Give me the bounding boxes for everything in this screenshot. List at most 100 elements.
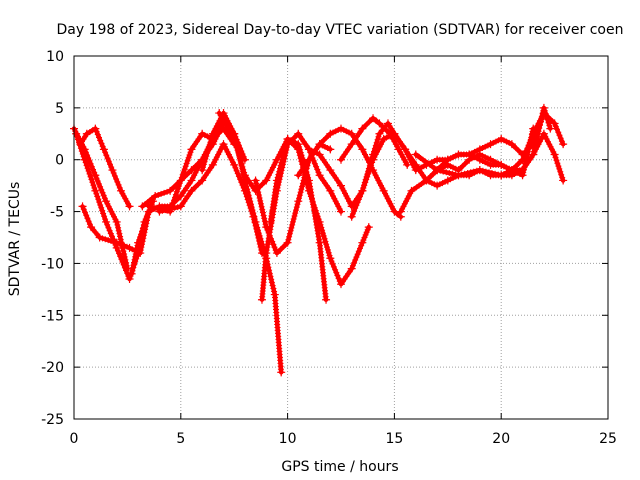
data-point (72, 129, 81, 138)
data-point (322, 295, 331, 304)
series-sat-d (78, 202, 153, 258)
data-point (315, 140, 324, 149)
data-point (76, 140, 85, 149)
data-point (304, 145, 313, 154)
chart-title: Day 198 of 2023, Sidereal Day-to-day VTE… (57, 22, 624, 38)
data-point (337, 124, 345, 133)
data-point (176, 192, 185, 201)
data-point (272, 176, 281, 185)
data-point (559, 140, 568, 149)
data-point (176, 202, 185, 211)
data-point (102, 197, 111, 206)
data-point (358, 238, 367, 247)
data-point (337, 207, 345, 216)
data-point (270, 290, 279, 299)
data-point (102, 217, 111, 226)
data-series-layer (70, 103, 568, 377)
data-point (443, 155, 452, 164)
data-point (155, 207, 164, 216)
data-point (337, 181, 345, 190)
data-point (403, 160, 412, 169)
data-point (125, 202, 134, 211)
data-point (383, 119, 392, 128)
y-tick-label: 5 (55, 101, 64, 117)
data-point (91, 171, 100, 180)
data-point (208, 160, 217, 169)
data-point (187, 166, 196, 175)
data-point (433, 166, 442, 175)
data-point (475, 166, 484, 175)
x-tick-label: 25 (599, 431, 617, 447)
data-point (82, 129, 91, 138)
data-point (187, 186, 196, 195)
data-point (198, 176, 207, 185)
y-tick-label: -15 (41, 308, 64, 324)
data-point (95, 233, 104, 242)
data-point (80, 155, 89, 164)
data-point (294, 171, 303, 180)
data-point (379, 134, 388, 143)
data-point (337, 280, 345, 289)
data-point (443, 176, 452, 185)
data-point (315, 217, 324, 226)
data-point (262, 249, 271, 258)
data-point (433, 181, 442, 190)
data-point (116, 186, 125, 195)
data-point (125, 243, 134, 252)
data-point (277, 368, 286, 377)
gridlines (74, 56, 608, 419)
data-point (358, 124, 367, 133)
data-point (507, 140, 516, 149)
data-point (529, 150, 538, 159)
data-point (507, 166, 516, 175)
data-point (390, 129, 399, 138)
data-point (78, 202, 87, 211)
data-point (294, 145, 303, 154)
data-point (326, 254, 335, 263)
data-point (497, 171, 506, 180)
y-tick-label: 0 (55, 153, 64, 169)
y-axis-title: SDTVAR / TECUs (7, 182, 23, 297)
data-point (401, 145, 410, 154)
data-point (326, 166, 335, 175)
data-point (396, 207, 405, 216)
series-sat-u (422, 124, 538, 185)
y-tick-label: -20 (41, 360, 64, 376)
data-point (198, 166, 207, 175)
data-point (251, 217, 260, 226)
x-tick-label: 20 (492, 431, 510, 447)
data-point (294, 197, 303, 206)
y-tick-label: -25 (41, 412, 64, 428)
data-point (358, 145, 367, 154)
data-point (375, 129, 384, 138)
data-point (230, 160, 239, 169)
data-point (411, 160, 420, 169)
data-point (465, 150, 474, 159)
plot-frame (73, 55, 609, 420)
data-point (475, 155, 484, 164)
data-point (454, 150, 463, 159)
data-point (91, 186, 100, 195)
data-point (326, 186, 335, 195)
data-point (144, 202, 153, 211)
data-point (240, 171, 249, 180)
data-point (433, 155, 442, 164)
data-point (112, 217, 121, 226)
data-point (283, 134, 292, 143)
axes (73, 55, 609, 420)
y-tick-label: -5 (50, 205, 64, 221)
data-point (422, 176, 431, 185)
data-point (294, 129, 303, 138)
data-point (304, 155, 313, 164)
data-point (266, 217, 275, 226)
data-point (166, 186, 175, 195)
data-point (326, 129, 335, 138)
data-point (550, 119, 559, 128)
data-point (230, 134, 239, 143)
data-point (257, 295, 266, 304)
x-tick-label: 10 (279, 431, 297, 447)
data-point (304, 186, 313, 195)
data-point (546, 124, 555, 133)
data-point (208, 129, 217, 138)
